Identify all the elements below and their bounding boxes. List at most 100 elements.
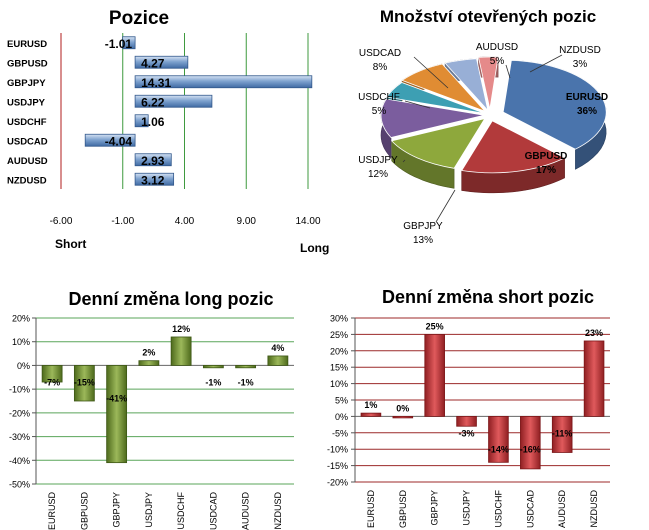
bar-value-label: -41% <box>106 393 127 403</box>
change-bar <box>520 415 541 470</box>
y-tick-label: 0% <box>335 412 348 422</box>
pie-slice <box>444 58 489 112</box>
position-bar <box>134 153 172 167</box>
y-tick-label: -5% <box>332 428 348 438</box>
pie-slice <box>390 118 486 169</box>
category-label: AUDUSD <box>557 490 567 529</box>
pie-leader-line <box>404 100 431 109</box>
pie-slice <box>386 82 485 114</box>
change-bar <box>583 340 605 417</box>
change-bar <box>456 415 477 427</box>
bar-value-label: 6.22 <box>141 95 165 109</box>
pie-percent-label: 12% <box>368 169 388 180</box>
category-label: GBPUSD <box>79 492 89 530</box>
pie-slice <box>401 63 486 112</box>
y-tick-label: 20% <box>330 346 348 356</box>
category-label: USDCHF <box>7 117 47 128</box>
bar-value-label: 25% <box>426 321 444 331</box>
y-tick-label: -30% <box>9 432 30 442</box>
bar-value-label: -7% <box>44 377 60 387</box>
short-change-title: Denní změna short pozic <box>382 287 594 307</box>
bar-value-label: 4.27 <box>141 56 165 70</box>
pie-category-label: AUDUSD <box>476 42 518 53</box>
bar-value-label: -1% <box>238 377 254 387</box>
change-bar <box>235 365 257 369</box>
category-label: EURUSD <box>47 492 57 530</box>
bar-value-label: 1.06 <box>141 115 165 129</box>
change-bar <box>267 355 289 366</box>
change-bar <box>551 415 573 453</box>
y-tick-label: -20% <box>9 408 30 418</box>
change-bar <box>106 365 128 464</box>
x-tick-label: 14.00 <box>295 216 320 227</box>
change-bar <box>424 333 445 417</box>
bar-value-label: 2.93 <box>141 154 165 168</box>
pie-percent-label: 5% <box>490 56 505 67</box>
pie-category-label: USDCHF <box>358 92 400 103</box>
pie-leader-line <box>435 189 456 223</box>
change-bar <box>392 415 414 419</box>
position-bar <box>134 55 189 69</box>
category-label: AUDUSD <box>241 492 251 530</box>
bar-value-label: -1.01 <box>105 37 133 51</box>
bar-value-label: -3% <box>459 428 475 438</box>
pie-percent-label: 36% <box>577 106 597 117</box>
bar-value-label: -14% <box>488 444 509 454</box>
pie-leader-line <box>402 159 406 163</box>
pie-category-label: USDJPY <box>358 155 398 166</box>
y-tick-label: 10% <box>12 337 30 347</box>
pie-category-label: GBPUSD <box>525 151 568 162</box>
category-label: GBPJPY <box>430 490 440 526</box>
pie-slice <box>502 59 607 150</box>
long-label: Long <box>300 241 329 255</box>
x-tick-label: 9.00 <box>237 216 257 227</box>
x-tick-label: -6.00 <box>50 216 73 227</box>
category-label: GBPUSD <box>7 58 48 69</box>
category-label: NZDUSD <box>273 492 283 530</box>
position-bar <box>134 75 313 89</box>
y-tick-label: 15% <box>330 363 348 373</box>
category-label: GBPUSD <box>398 490 408 529</box>
category-label: NZDUSD <box>589 490 599 528</box>
category-label: USDJPY <box>144 492 154 528</box>
bar-value-label: 4% <box>271 343 284 353</box>
pie-percent-label: 17% <box>536 165 556 176</box>
position-bar <box>134 172 175 186</box>
y-tick-label: 5% <box>335 396 348 406</box>
pie-category-label: USDCAD <box>359 48 401 59</box>
category-label: NZDUSD <box>7 175 47 186</box>
bar-value-label: 3.12 <box>141 173 165 187</box>
change-bar <box>488 415 509 463</box>
x-tick-label: 4.00 <box>175 216 195 227</box>
y-tick-label: -15% <box>327 461 348 471</box>
pie-category-label: NZDUSD <box>559 45 601 56</box>
position-bar <box>84 133 136 147</box>
bar-value-label: 1% <box>364 400 377 410</box>
bar-value-label: 23% <box>585 328 603 338</box>
bar-value-label: -16% <box>520 444 541 454</box>
pie-percent-label: 5% <box>372 106 387 117</box>
pie-percent-label: 13% <box>413 235 433 246</box>
change-bar <box>202 365 224 369</box>
bar-value-label: 2% <box>142 348 155 358</box>
y-tick-label: 20% <box>12 314 30 324</box>
change-bar <box>360 412 382 417</box>
category-label: USDCAD <box>208 492 218 530</box>
position-bar <box>122 36 136 50</box>
bar-value-label: -1% <box>205 377 221 387</box>
pie-category-label: GBPJPY <box>403 221 443 232</box>
category-label: AUDUSD <box>7 156 48 167</box>
pie-slice <box>461 120 566 174</box>
change-bar <box>170 336 192 366</box>
y-tick-label: -10% <box>9 385 30 395</box>
change-bar <box>41 365 63 383</box>
bar-value-label: -4.04 <box>105 134 133 148</box>
y-tick-label: -20% <box>327 478 348 488</box>
long-change-title: Denní změna long pozic <box>68 289 273 309</box>
category-label: GBPJPY <box>112 492 122 528</box>
pie-slice <box>380 98 485 138</box>
pie-leader-line <box>529 54 563 73</box>
category-label: USDCAD <box>525 490 535 529</box>
y-tick-label: 10% <box>330 379 348 389</box>
category-label: USDJPY <box>462 490 472 526</box>
